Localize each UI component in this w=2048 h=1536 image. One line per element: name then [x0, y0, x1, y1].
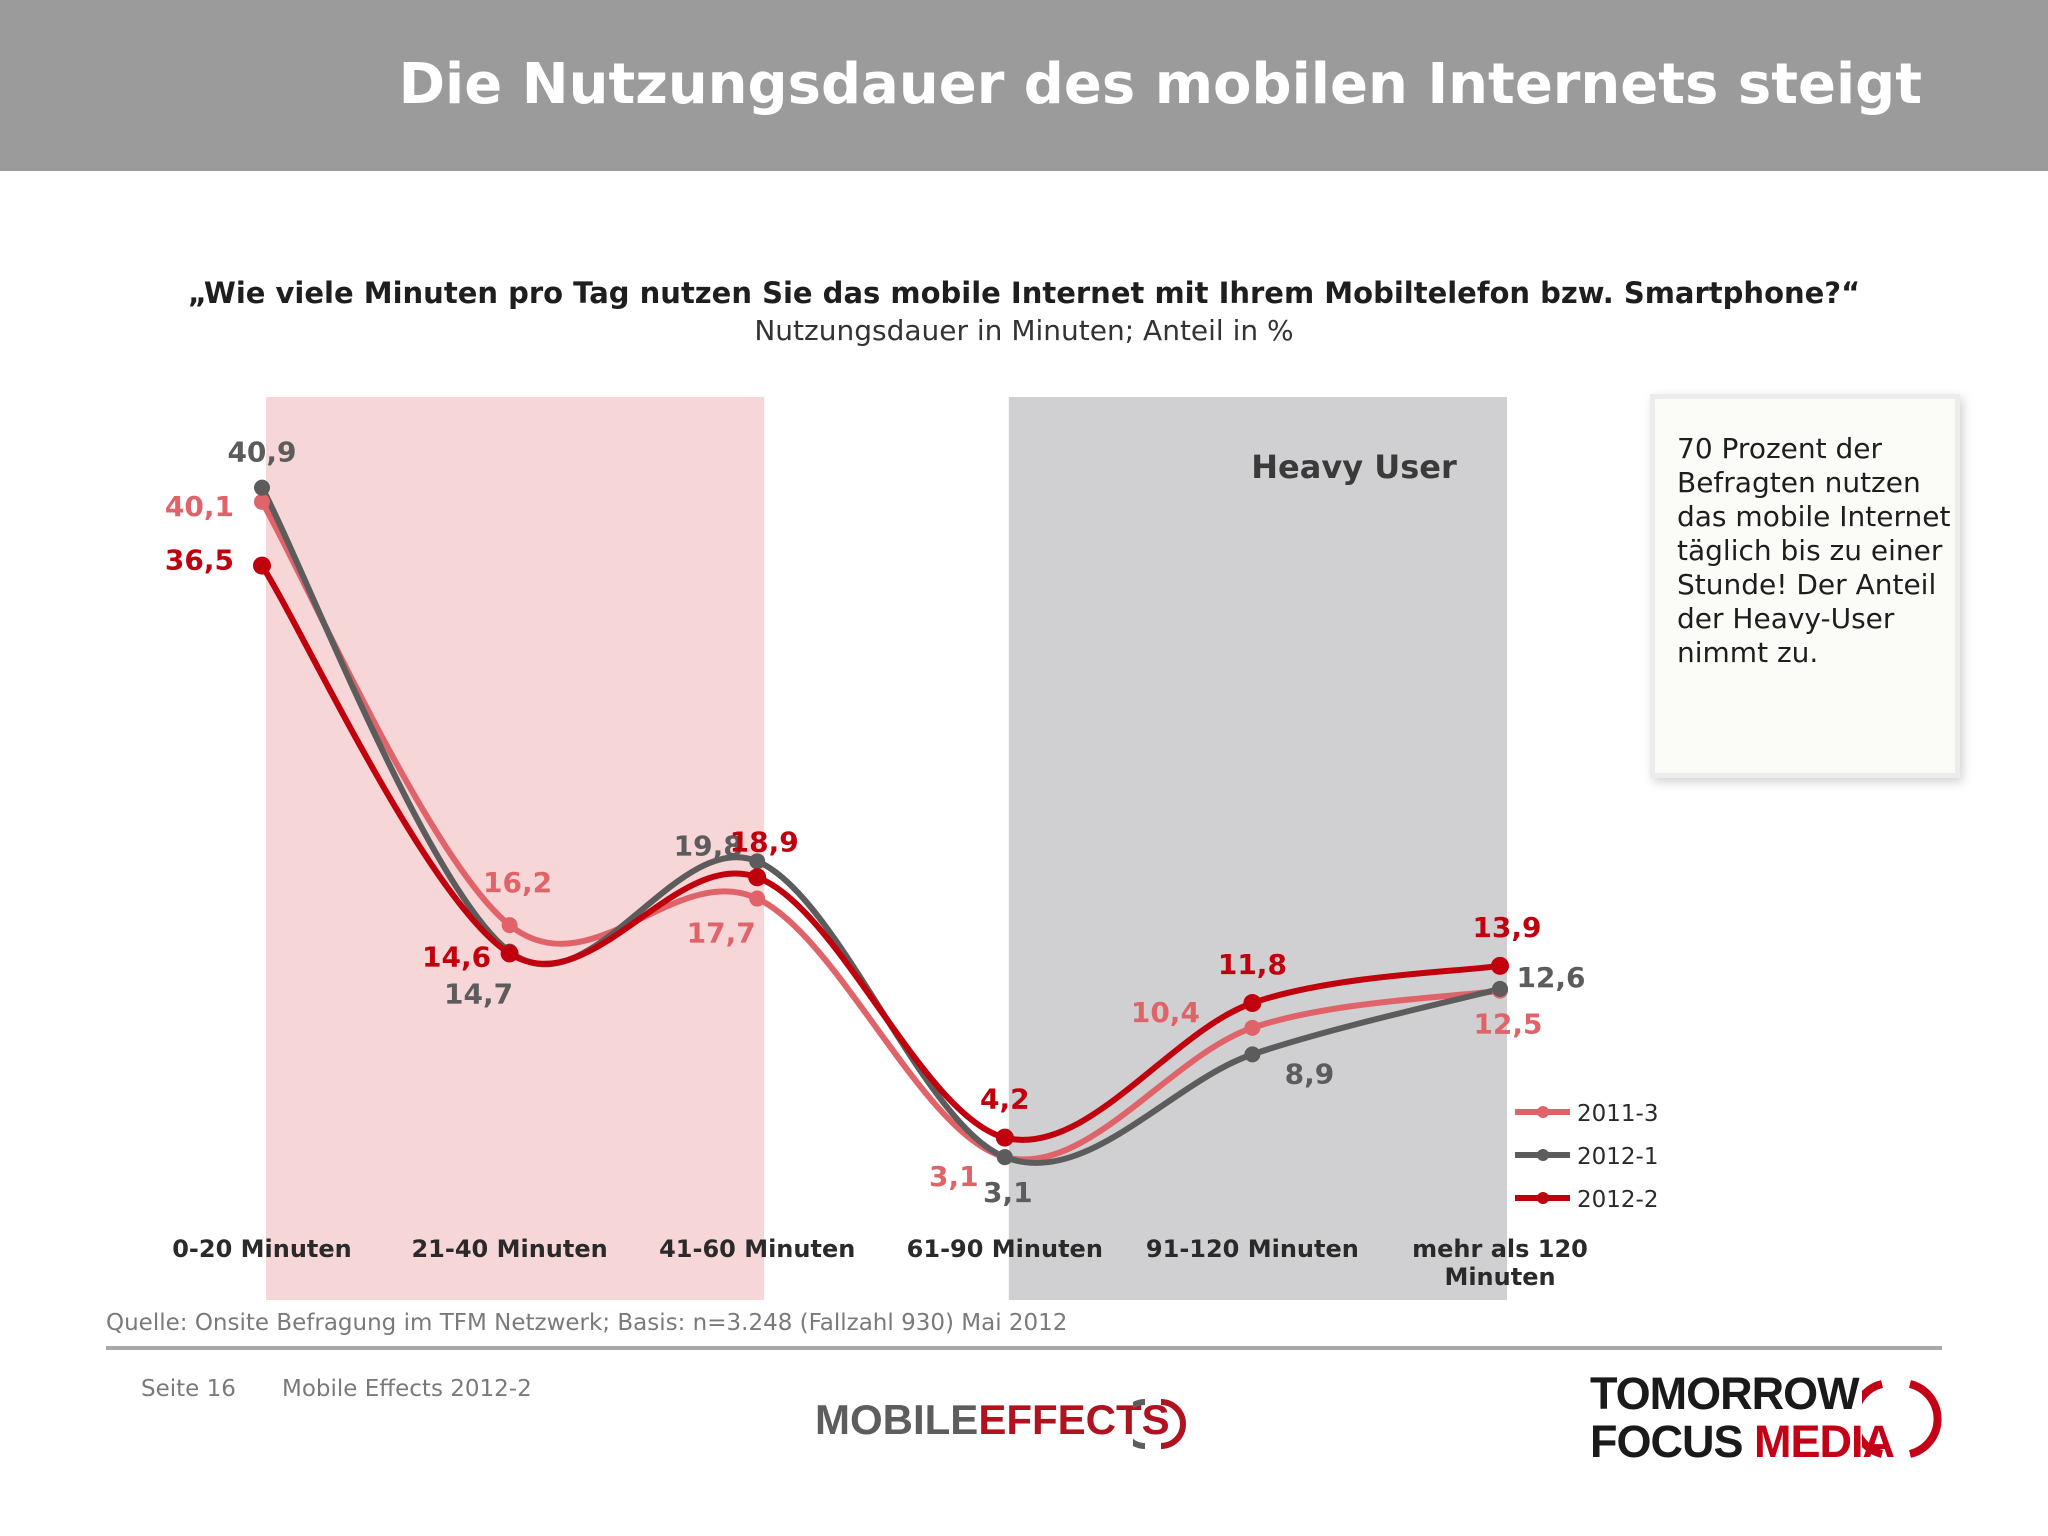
data-label-2012-1-mehr-als-120-minuten: 12,6	[1516, 961, 1585, 994]
x-tick-label-61-90-minuten: 61-90 Minuten	[907, 1235, 1103, 1263]
x-tick-label-0-20-minuten: 0-20 Minuten	[172, 1235, 352, 1263]
tfm-media-text: MEDIA	[1754, 1416, 1895, 1467]
data-point-2012-2-0-20-minuten	[253, 556, 271, 575]
data-point-2012-1-61-90-minuten	[996, 1149, 1013, 1166]
data-label-2011-3-91-120-minuten: 10,4	[1131, 996, 1200, 1029]
data-point-2012-2-41-60-minuten	[748, 868, 767, 887]
data-label-2012-2-21-40-minuten: 14,6	[422, 940, 491, 973]
document-name: Mobile Effects 2012-2	[282, 1376, 532, 1402]
data-point-2011-3-21-40-minuten	[501, 917, 518, 934]
logo-mobile-text: MOBILE	[815, 1396, 979, 1443]
data-label-2012-2-61-90-minuten: 4,2	[980, 1083, 1030, 1116]
data-point-2012-1-41-60-minuten	[749, 853, 766, 870]
data-label-2012-1-61-90-minuten: 3,1	[983, 1176, 1033, 1209]
tfm-bracket-icon	[1862, 1380, 1942, 1458]
data-label-2011-3-41-60-minuten: 17,7	[687, 917, 756, 950]
tfm-focus-text: FOCUS	[1590, 1416, 1743, 1467]
data-label-2012-1-0-20-minuten: 40,9	[227, 436, 296, 469]
range-label: Heavy User	[1251, 448, 1457, 486]
data-point-2012-1-mehr-als-120-minuten	[1492, 980, 1508, 997]
data-label-2011-3-mehr-als-120-minuten: 12,5	[1473, 1008, 1542, 1041]
legend-label-2011-3: 2011-3	[1577, 1101, 1658, 1127]
data-point-2012-1-0-20-minuten	[254, 479, 270, 496]
page-number: Seite 16	[141, 1376, 236, 1402]
footer-divider	[106, 1346, 1942, 1350]
data-label-2012-2-91-120-minuten: 11,8	[1218, 948, 1287, 981]
slide-title: Die Nutzungsdauer des mobilen Internets …	[398, 52, 1922, 117]
title-bar: Die Nutzungsdauer des mobilen Internets …	[0, 0, 2048, 171]
shaded-range-1	[266, 397, 765, 1300]
data-point-2012-2-21-40-minuten	[500, 944, 519, 963]
data-label-2012-1-91-120-minuten: 8,9	[1285, 1057, 1335, 1090]
data-label-2012-1-21-40-minuten: 14,7	[444, 978, 513, 1011]
mobile-effects-logo: MOBILEEFFECTS	[815, 1396, 1170, 1444]
data-point-2012-1-91-120-minuten	[1244, 1046, 1261, 1063]
data-label-2011-3-0-20-minuten: 40,1	[165, 490, 234, 523]
legend-label-2012-2: 2012-2	[1577, 1187, 1658, 1213]
data-label-2011-3-21-40-minuten: 16,2	[483, 866, 552, 899]
shaded-range-2	[1008, 397, 1507, 1300]
legend-label-2012-1: 2012-1	[1577, 1144, 1658, 1170]
line-chart: Heavy User 0-20 Minuten 21-40 Minuten 41-6…	[165, 397, 1658, 1300]
mobile-effects-bracket-icon	[1133, 1399, 1186, 1449]
x-tick-label-mehr-als-120-minuten: mehr als 120 Minuten	[1412, 1235, 1588, 1291]
x-tick-label-41-60-minuten: 41-60 Minuten	[659, 1235, 855, 1263]
note-text: 70 Prozent der Befragten nutzen das mobi…	[1677, 432, 1951, 669]
x-tick-label-21-40-minuten: 21-40 Minuten	[411, 1235, 607, 1263]
legend-marker-2012-2	[1537, 1192, 1549, 1204]
data-label-2012-2-41-60-minuten: 18,9	[730, 825, 799, 858]
chart-subtitle: Nutzungsdauer in Minuten; Anteil in %	[754, 314, 1294, 347]
tfm-logo-line1: TOMORROW	[1590, 1368, 1860, 1419]
note-board	[1650, 394, 1960, 778]
legend-marker-2011-3	[1537, 1106, 1549, 1118]
source-note: Quelle: Onsite Befragung im TFM Netzwerk…	[106, 1310, 1068, 1336]
data-point-2011-3-0-20-minuten	[254, 493, 270, 510]
x-tick-label-91-120-minuten: 91-120 Minuten	[1146, 1235, 1359, 1263]
data-label-2012-2-0-20-minuten: 36,5	[165, 544, 234, 577]
data-point-2011-3-41-60-minuten	[749, 890, 766, 907]
legend-marker-2012-1	[1537, 1149, 1549, 1161]
data-point-2012-2-mehr-als-120-minuten	[1491, 956, 1509, 975]
data-point-2011-3-91-120-minuten	[1244, 1019, 1261, 1036]
data-point-2012-2-91-120-minuten	[1243, 994, 1262, 1013]
data-point-2012-2-61-90-minuten	[995, 1128, 1014, 1147]
data-label-2012-2-mehr-als-120-minuten: 13,9	[1472, 911, 1541, 944]
chart-question: „Wie viele Minuten pro Tag nutzen Sie da…	[187, 276, 1861, 310]
data-label-2012-1-41-60-minuten: 19,8	[674, 829, 743, 862]
data-label-2011-3-61-90-minuten: 3,1	[929, 1160, 979, 1193]
tfm-logo-line2: FOCUS MEDIA	[1590, 1416, 1895, 1468]
